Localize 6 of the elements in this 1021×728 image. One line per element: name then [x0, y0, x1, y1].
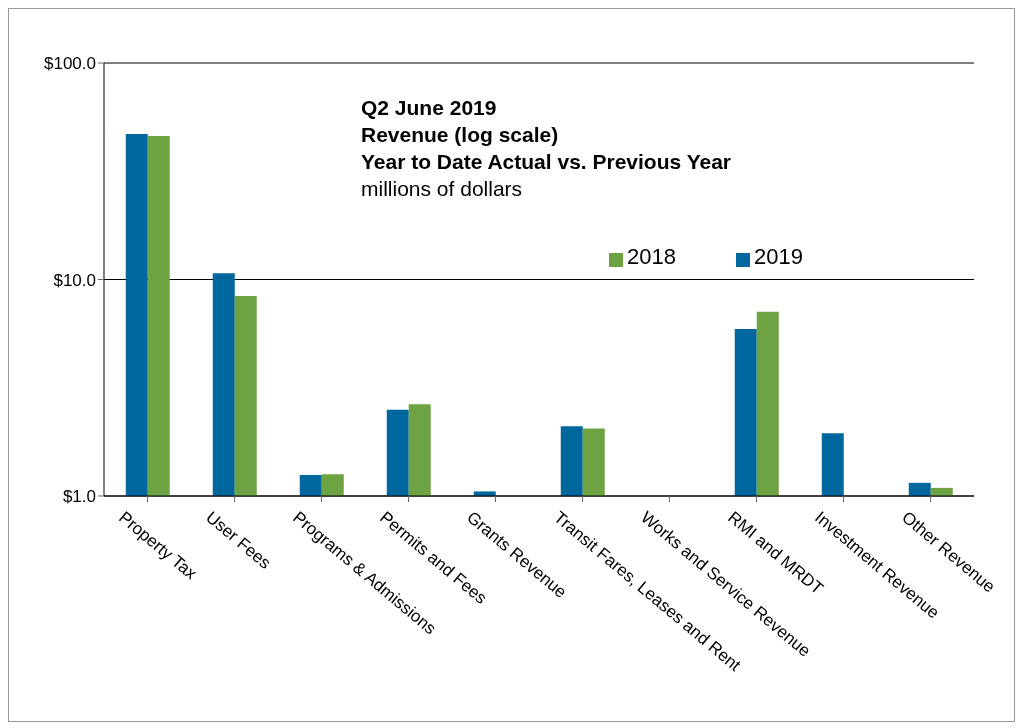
y-tick-label: $100.0 — [44, 54, 96, 74]
y-tick-label: $10.0 — [53, 270, 96, 290]
y-tick-label: $1.0 — [62, 487, 96, 507]
text: millions of dollars — [361, 176, 524, 202]
legend-label: 2018 — [627, 244, 676, 269]
legend-label: 2019 — [753, 244, 803, 269]
